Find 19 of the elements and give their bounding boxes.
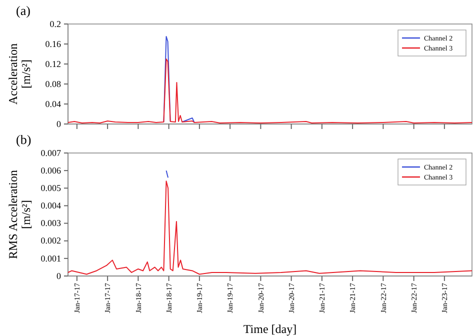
chart-title: (a) xyxy=(16,3,30,18)
y-tick-label: 0.16 xyxy=(45,38,62,49)
y-tick-label: 0.002 xyxy=(40,236,61,246)
y-tick-label: 0.001 xyxy=(40,253,61,264)
y-tick-label: 0.005 xyxy=(40,183,62,194)
y-tick-label: 0.08 xyxy=(45,78,62,89)
y-tick-label: 0.04 xyxy=(45,98,62,109)
y-tick-label: 0.003 xyxy=(40,218,62,228)
y-axis-title: RMS Acceleration [m/s²] xyxy=(6,170,34,259)
chart-title: (b) xyxy=(16,132,32,147)
y-tick-label: 0.12 xyxy=(45,58,61,69)
y-tick-label: 0.2 xyxy=(50,18,61,29)
y-tick-label: 0 xyxy=(56,270,62,281)
y-tick-label: 0.004 xyxy=(40,200,62,211)
y-tick-label: 0.006 xyxy=(40,165,62,176)
x-axis-title: Time [day] xyxy=(243,322,297,336)
y-tick-label: 0.007 xyxy=(40,148,62,158)
y-tick-label: 0 xyxy=(56,118,62,129)
y-axis-title: Acceleration [m/s²] xyxy=(6,43,34,105)
